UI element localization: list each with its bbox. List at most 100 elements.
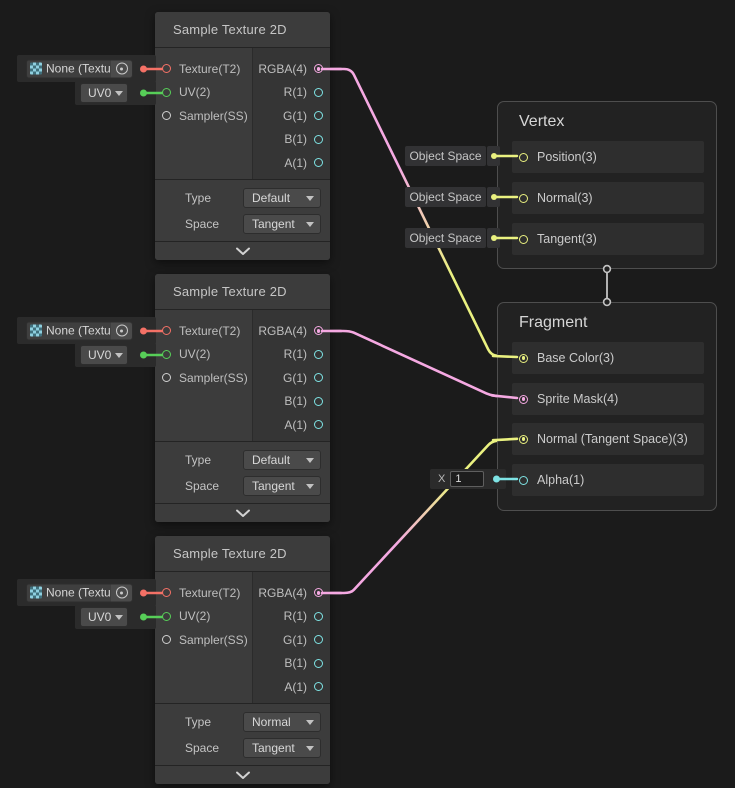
port-a-out[interactable] — [314, 682, 323, 692]
object-picker-button[interactable] — [111, 60, 132, 77]
control-label: Space — [185, 217, 220, 231]
yellow-dot-icon — [490, 235, 497, 241]
target-circle-icon — [115, 324, 128, 337]
sample-texture-2d-node-1[interactable]: Sample Texture 2D Texture(T2) UV(2) Samp… — [155, 12, 330, 260]
port-g-out[interactable] — [314, 373, 323, 383]
port-sampler-in[interactable] — [162, 111, 171, 121]
object-picker-button[interactable] — [111, 322, 132, 339]
port-label: B(1) — [284, 656, 307, 671]
sample-texture-2d-node-3[interactable]: Sample Texture 2D Texture(T2) UV(2) Samp… — [155, 536, 330, 784]
port-a-out[interactable] — [314, 420, 323, 430]
uv-connection-dot[interactable] — [140, 89, 147, 97]
block-normal[interactable]: Normal(3) — [512, 182, 704, 214]
collapse-chevron-button[interactable] — [155, 241, 330, 260]
port-a-out[interactable] — [314, 158, 323, 168]
stack-connector-top-circle — [602, 264, 612, 274]
edge-tip[interactable] — [490, 394, 519, 400]
block-label: Base Color(3) — [537, 351, 615, 365]
port-r-out[interactable] — [314, 349, 323, 359]
type-dropdown[interactable]: Default — [243, 450, 321, 470]
port-label: Sampler(SS) — [179, 108, 248, 123]
texture-object-field[interactable]: None (Textu — [26, 59, 133, 78]
texture-object-field[interactable]: None (Textu — [26, 321, 133, 340]
node-controls: Type Normal Space Tangent — [155, 703, 330, 765]
space-binding-label: Object Space — [405, 187, 486, 207]
node-body: Texture(T2) UV(2) Sampler(SS) RGBA(4) R(… — [155, 572, 330, 703]
port-alpha-in[interactable] — [519, 475, 528, 485]
vertex-title: Vertex — [519, 113, 565, 130]
space-dropdown[interactable]: Tangent — [243, 738, 321, 758]
output-ports-column: RGBA(4) R(1) G(1) B(1) A(1) — [252, 48, 330, 179]
node-header: Sample Texture 2D — [155, 536, 330, 572]
block-label: Alpha(1) — [537, 473, 585, 487]
caret-down-icon — [306, 719, 314, 725]
caret-down-icon — [306, 457, 314, 463]
alpha-value-input[interactable] — [450, 471, 485, 487]
port-g-out[interactable] — [314, 635, 323, 645]
block-tangent[interactable]: Tangent(3) — [512, 223, 704, 255]
dropdown-value: UV0 — [88, 610, 112, 624]
space-binding-label: Object Space — [405, 146, 486, 166]
port-sampler-in[interactable] — [162, 373, 171, 383]
output-ports-column: RGBA(4) R(1) G(1) B(1) A(1) — [252, 310, 330, 441]
object-picker-button[interactable] — [111, 584, 132, 601]
texture-connection-dot[interactable] — [140, 65, 147, 72]
port-normal-ts-in[interactable] — [519, 434, 528, 444]
sample-texture-2d-node-2[interactable]: Sample Texture 2D Texture(T2) UV(2) Samp… — [155, 274, 330, 522]
port-r-out[interactable] — [314, 611, 323, 621]
uv-connection-dot[interactable] — [140, 351, 147, 359]
checkerboard-icon — [30, 586, 42, 599]
uv-dropdown[interactable]: UV0 — [80, 345, 128, 365]
block-sprite-mask[interactable]: Sprite Mask(4) — [512, 383, 704, 415]
uv-dropdown[interactable]: UV0 — [80, 83, 128, 103]
input-ports-column: Texture(T2) UV(2) Sampler(SS) — [155, 48, 252, 179]
block-alpha[interactable]: Alpha(1) — [512, 464, 704, 496]
block-base-color[interactable]: Base Color(3) — [512, 342, 704, 374]
type-dropdown[interactable]: Normal — [243, 712, 321, 732]
collapse-chevron-button[interactable] — [155, 503, 330, 522]
port-g-out[interactable] — [314, 111, 323, 121]
port-b-out[interactable] — [314, 396, 323, 406]
port-normal-in[interactable] — [519, 193, 528, 203]
object-field-value: None (Textu — [46, 323, 111, 338]
binding-connection-dot[interactable] — [487, 228, 500, 248]
edge-tip[interactable] — [491, 437, 519, 442]
block-position[interactable]: Position(3) — [512, 141, 704, 173]
dropdown-value: Tangent — [252, 741, 295, 755]
input-ports-column: Texture(T2) UV(2) Sampler(SS) — [155, 572, 252, 703]
tangent-space-badge: Object Space — [405, 228, 500, 248]
type-dropdown[interactable]: Default — [243, 188, 321, 208]
x-component-label: X — [438, 473, 446, 485]
port-label: G(1) — [283, 108, 307, 123]
port-b-out[interactable] — [314, 658, 323, 668]
node-title: Sample Texture 2D — [173, 546, 287, 561]
space-dropdown[interactable]: Tangent — [243, 476, 321, 496]
port-sampler-in[interactable] — [162, 635, 171, 645]
collapse-chevron-button[interactable] — [155, 765, 330, 784]
uv-dropdown[interactable]: UV0 — [80, 607, 128, 627]
port-base-color-in[interactable] — [519, 353, 528, 363]
node-body: Texture(T2) UV(2) Sampler(SS) RGBA(4) R(… — [155, 48, 330, 179]
edge-tip[interactable] — [491, 354, 519, 359]
caret-down-icon — [306, 221, 314, 227]
texture-object-field[interactable]: None (Textu — [26, 583, 133, 602]
node-title: Sample Texture 2D — [173, 284, 287, 299]
block-label: Normal(3) — [537, 191, 593, 205]
block-label: Normal (Tangent Space)(3) — [537, 432, 688, 446]
space-dropdown[interactable]: Tangent — [243, 214, 321, 234]
block-normal-tangent-space[interactable]: Normal (Tangent Space)(3) — [512, 423, 704, 455]
fragment-node[interactable]: Fragment Base Color(3) Sprite Mask(4) No… — [497, 302, 717, 511]
port-position-in[interactable] — [519, 152, 528, 162]
port-tangent-in[interactable] — [519, 234, 528, 244]
uv-connection-dot[interactable] — [140, 613, 147, 621]
texture-connection-dot[interactable] — [140, 589, 147, 596]
binding-connection-dot[interactable] — [487, 187, 500, 207]
texture-connection-dot[interactable] — [140, 327, 147, 334]
port-b-out[interactable] — [314, 134, 323, 144]
port-label: R(1) — [283, 609, 307, 624]
alpha-connection-dot[interactable] — [493, 475, 500, 483]
binding-connection-dot[interactable] — [487, 146, 500, 166]
port-sprite-mask-in[interactable] — [519, 394, 528, 404]
port-r-out[interactable] — [314, 87, 323, 97]
